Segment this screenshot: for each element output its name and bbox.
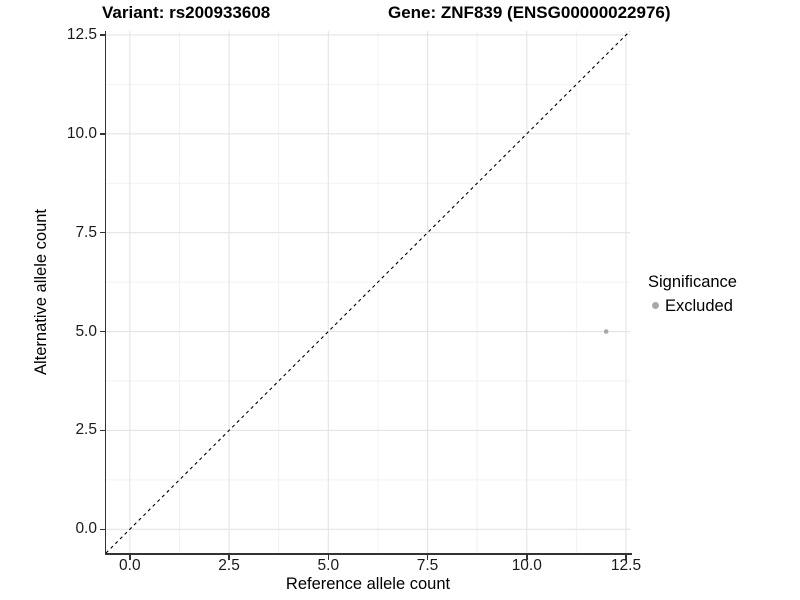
legend-item-excluded: Excluded xyxy=(648,296,737,317)
y-axis-line xyxy=(104,31,106,555)
x-tick-mark xyxy=(526,554,528,560)
x-tick-mark xyxy=(426,554,429,560)
x-tick-mark xyxy=(625,554,627,560)
x-tick-mark xyxy=(228,554,230,560)
y-tick-mark xyxy=(99,34,105,36)
x-tick-mark xyxy=(129,554,131,560)
x-tick-label: 12.5 xyxy=(610,557,642,574)
x-tick-label: 5.0 xyxy=(317,557,340,574)
legend-title: Significance xyxy=(648,273,737,291)
x-axis-line xyxy=(104,553,632,555)
legend-point-swatch-icon xyxy=(652,302,659,310)
y-tick-label: 12.5 xyxy=(66,25,97,43)
legend-item-label: Excluded xyxy=(665,296,733,315)
plot-title-variant: Variant: rs200933608 xyxy=(102,3,271,22)
x-tick-label: 10.0 xyxy=(511,557,542,574)
y-tick-label: 2.5 xyxy=(75,421,97,439)
y-tick-label: 10.0 xyxy=(66,124,97,142)
x-tick-label: 0.0 xyxy=(119,557,141,574)
x-tick-label: 7.5 xyxy=(416,557,439,574)
x-axis-title: Reference allele count xyxy=(285,575,451,593)
plot-panel xyxy=(106,31,630,553)
y-tick-mark xyxy=(99,330,105,333)
legend: Significance Excluded xyxy=(648,272,737,316)
y-tick-label: 7.5 xyxy=(75,223,97,241)
data-point xyxy=(603,329,609,334)
y-tick-mark xyxy=(99,133,105,135)
y-tick-mark xyxy=(99,429,105,432)
x-tick-mark xyxy=(327,554,330,560)
plot-panel-canvas xyxy=(106,31,630,553)
identity-reference-line xyxy=(106,31,630,553)
y-tick-mark xyxy=(99,231,105,234)
y-axis-title: Alternative allele count xyxy=(32,208,51,376)
y-tick-label: 5.0 xyxy=(75,322,97,340)
y-tick-label: 0.0 xyxy=(75,520,97,538)
plot-title-gene: Gene: ZNF839 (ENSG00000022976) xyxy=(388,3,671,22)
x-tick-label: 2.5 xyxy=(218,557,240,574)
y-tick-mark xyxy=(99,528,105,531)
